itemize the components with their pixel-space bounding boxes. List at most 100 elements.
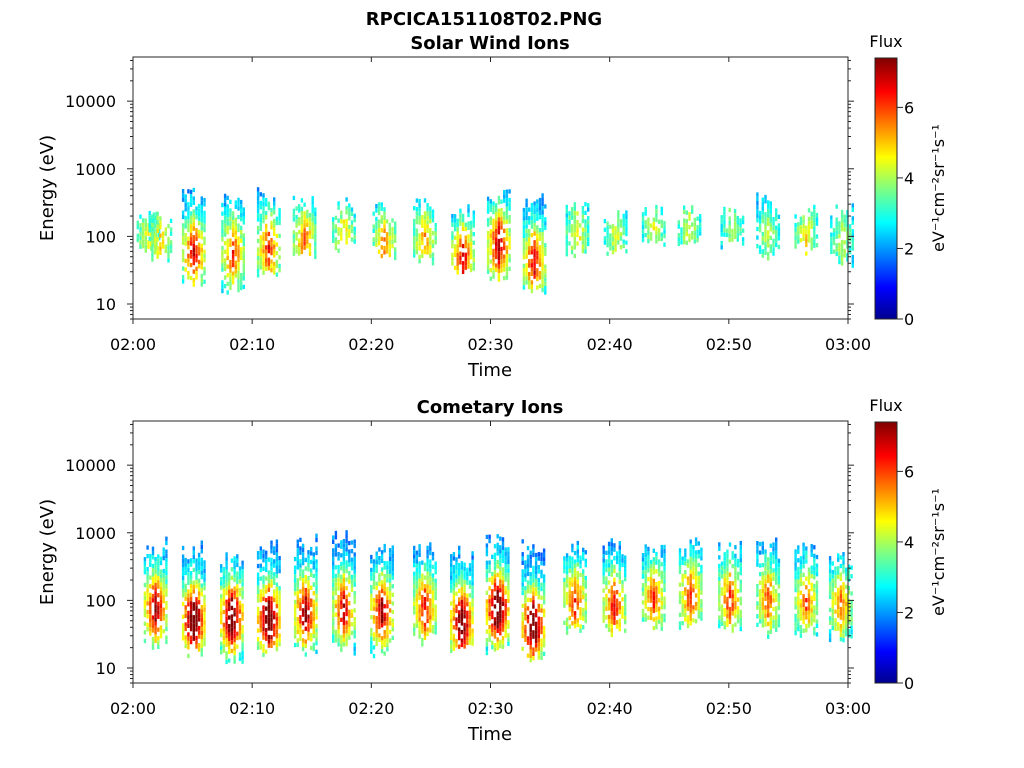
heatmap-cell (452, 590, 456, 595)
heatmap-cell (813, 592, 816, 597)
heatmap-cell (799, 569, 803, 574)
heatmap-cell (463, 627, 466, 632)
heatmap-cell (256, 208, 260, 213)
heatmap-cell (568, 590, 571, 595)
heatmap-cell (848, 245, 852, 250)
heatmap-cell (315, 598, 318, 603)
heatmap-cell (813, 613, 816, 619)
heatmap-cell (413, 610, 416, 615)
heatmap-cell (234, 234, 237, 240)
heatmap-cell (692, 609, 695, 614)
heatmap-cell (810, 220, 813, 225)
heatmap-cell (769, 573, 772, 578)
heatmap-cell (772, 559, 775, 564)
heatmap-cell (413, 563, 416, 568)
heatmap-cell (370, 645, 373, 650)
heatmap-cell (683, 231, 686, 236)
heatmap-cell (622, 226, 625, 231)
heatmap-cell (267, 604, 271, 610)
heatmap-cell (350, 549, 354, 554)
heatmap-cell (372, 602, 376, 607)
heatmap-cell (582, 582, 585, 587)
heatmap-cell (378, 620, 381, 625)
heatmap-cell (736, 237, 739, 242)
heatmap-cell (383, 237, 386, 242)
heatmap-cell (165, 614, 168, 619)
heatmap-cell (533, 214, 536, 219)
heatmap-cell (576, 219, 579, 225)
heatmap-cell (195, 640, 198, 645)
heatmap-cell (524, 568, 527, 574)
heatmap-cell (767, 234, 770, 239)
heatmap-cell (429, 245, 432, 250)
heatmap-cell (383, 604, 386, 609)
heatmap-cell (807, 601, 811, 607)
heatmap-cell (758, 563, 762, 568)
heatmap-cell (756, 601, 759, 606)
heatmap-cell (162, 581, 165, 587)
heatmap-cell (764, 229, 767, 234)
heatmap-cell (641, 233, 645, 238)
heatmap-cell (581, 214, 585, 219)
heatmap-cell (741, 219, 745, 225)
heatmap-cell (684, 557, 687, 562)
heatmap-cell (230, 631, 234, 636)
heatmap-cell (421, 582, 424, 587)
heatmap-cell (380, 236, 383, 241)
heatmap-cell (525, 224, 528, 229)
heatmap-cell (184, 592, 187, 597)
heatmap-cell (831, 578, 834, 583)
heatmap-cell (644, 595, 647, 601)
heatmap-cell (431, 243, 435, 249)
heatmap-cell (293, 617, 297, 622)
heatmap-cell (273, 576, 276, 581)
heatmap-cell (689, 616, 692, 622)
heatmap-cell (380, 245, 383, 250)
heatmap-cell (345, 633, 348, 638)
heatmap-cell (694, 593, 698, 598)
heatmap-cell (391, 231, 394, 236)
heatmap-cell (726, 596, 729, 602)
heatmap-cell (230, 635, 234, 641)
heatmap-cell (453, 248, 457, 253)
heatmap-cell (805, 225, 808, 230)
heatmap-cell (296, 625, 299, 630)
heatmap-cell (312, 625, 315, 630)
heatmap-cell (161, 240, 165, 245)
heatmap-cell (423, 605, 427, 610)
heatmap-cell (348, 540, 351, 546)
heatmap-cell (681, 595, 684, 600)
heatmap-cell (797, 579, 800, 584)
heatmap-cell (295, 249, 298, 254)
heatmap-cell (148, 219, 151, 224)
heatmap-cell (162, 586, 165, 591)
heatmap-cell (345, 620, 348, 625)
heatmap-cell (187, 215, 190, 220)
heatmap-cell (301, 556, 305, 561)
heatmap-cell (149, 575, 152, 580)
heatmap-cell (587, 237, 590, 242)
heatmap-cell (625, 214, 628, 219)
heatmap-cell (496, 645, 499, 651)
heatmap-cell (270, 549, 273, 554)
heatmap-cell (192, 222, 195, 227)
heatmap-cell (148, 228, 151, 233)
heatmap-cell (831, 625, 834, 631)
heatmap-cell (332, 569, 335, 575)
heatmap-cell (453, 227, 457, 232)
heatmap-cell (777, 223, 781, 228)
heatmap-cell (840, 257, 844, 262)
heatmap-cell (334, 634, 338, 639)
heatmap-cell (426, 575, 429, 581)
heatmap-cell (187, 636, 190, 641)
heatmap-cell (304, 557, 307, 563)
heatmap-cell (486, 248, 490, 253)
heatmap-cell (605, 602, 608, 607)
heatmap-cell (739, 609, 742, 614)
heatmap-cell (292, 251, 296, 256)
heatmap-cell (270, 643, 273, 648)
heatmap-cell (298, 204, 301, 209)
heatmap-cell (463, 631, 466, 636)
heatmap-cell (278, 212, 281, 217)
heatmap-cell (492, 201, 495, 206)
